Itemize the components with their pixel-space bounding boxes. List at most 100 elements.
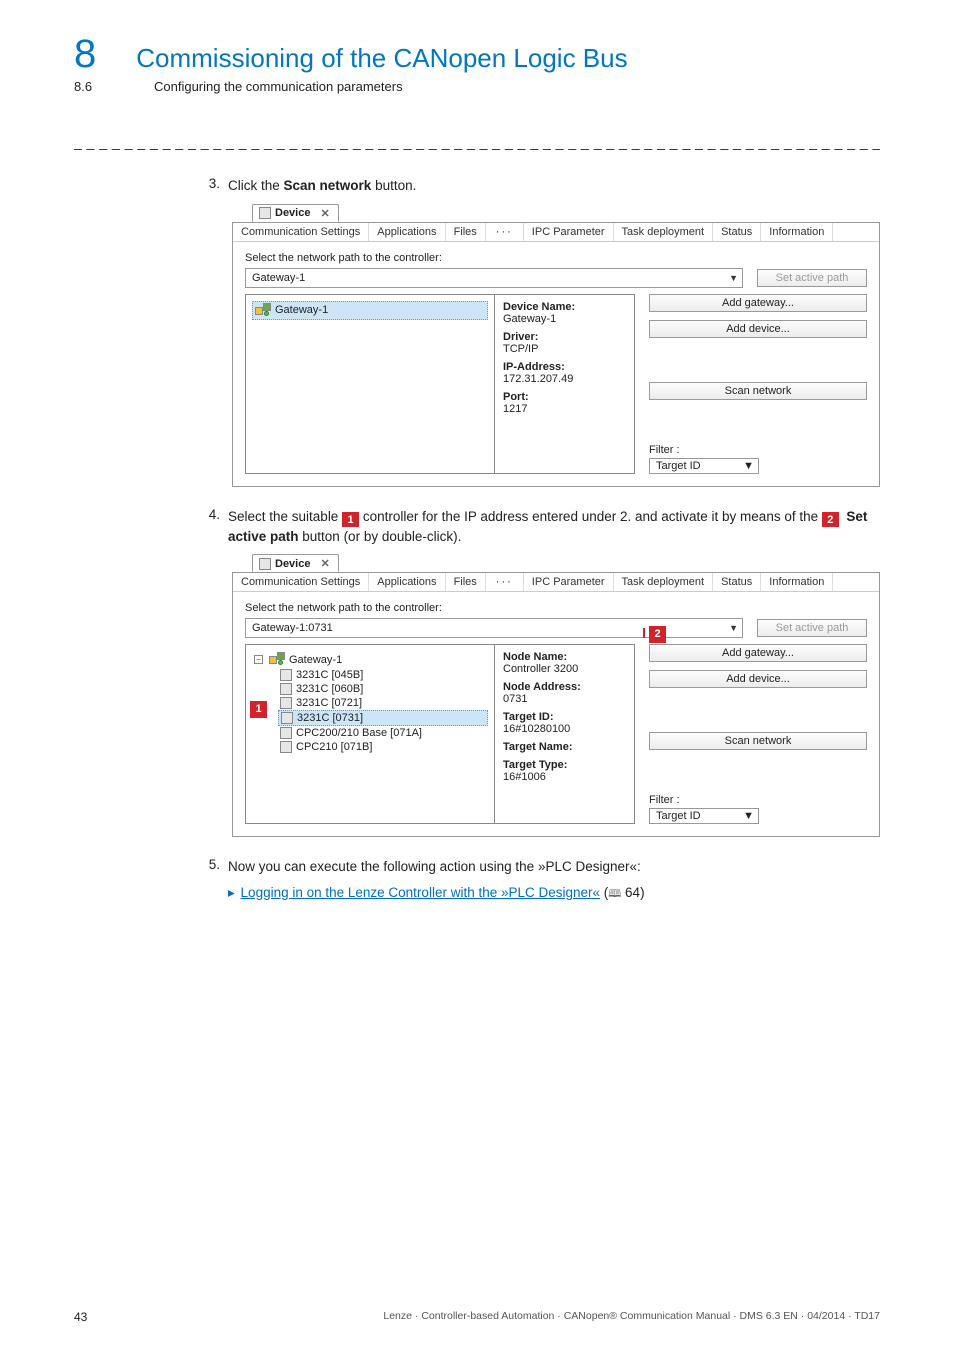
chapter-title: Commissioning of the CANopen Logic Bus	[136, 43, 627, 74]
detail-k: Target ID:	[503, 711, 626, 723]
divider-dashes: _ _ _ _ _ _ _ _ _ _ _ _ _ _ _ _ _ _ _ _ …	[74, 134, 880, 150]
step-4: 4. Select the suitable 1 controller for …	[204, 507, 880, 547]
book-icon: 🕮	[608, 888, 621, 900]
detail-v: TCP/IP	[503, 343, 626, 355]
set-active-path-button[interactable]: Set active path	[757, 269, 867, 287]
add-gateway-button[interactable]: Add gateway...	[649, 644, 867, 662]
window-tab-label: Device	[275, 207, 310, 219]
close-icon[interactable]: ✕	[320, 207, 329, 220]
tree-device[interactable]: CPC210 [071B]	[278, 740, 488, 754]
ribbon-tabs: Communication Settings Applications File…	[233, 223, 879, 242]
tab-ipc[interactable]: IPC Parameter	[524, 223, 614, 241]
link-ref-num: 64	[625, 885, 640, 900]
tab-info[interactable]: Information	[761, 573, 833, 591]
tree-device-label: CPC200/210 Base [071A]	[296, 727, 422, 739]
detail-v: 1217	[503, 403, 626, 415]
step-4-pre: Select the suitable	[228, 509, 342, 524]
window-tab[interactable]: Device ✕	[252, 204, 339, 222]
section-number: 8.6	[74, 79, 114, 94]
detail-v: 0731	[503, 693, 626, 705]
detail-v: Controller 3200	[503, 663, 626, 675]
detail-v: 16#1006	[503, 771, 626, 783]
detail-k: IP-Address:	[503, 361, 626, 373]
side-pane: Add gateway... Add device... Scan networ…	[635, 294, 867, 474]
step-3: 3. Click the Scan network button.	[204, 176, 880, 196]
tab-info[interactable]: Information	[761, 223, 833, 241]
detail-k: Target Type:	[503, 759, 626, 771]
gateway-combo[interactable]: Gateway-1:0731 ▼	[245, 618, 743, 638]
step-5-num: 5.	[204, 857, 220, 903]
filter-value: Target ID	[656, 810, 701, 822]
link-arrow-icon: ▸	[228, 885, 235, 900]
detail-k: Port:	[503, 391, 626, 403]
tree-device[interactable]: 3231C [060B]	[278, 682, 488, 696]
detail-k: Node Address:	[503, 681, 626, 693]
device-icon	[280, 697, 292, 709]
tree-gateway[interactable]: Gateway-1	[252, 301, 488, 320]
step-4-post: button (or by double-click).	[299, 529, 462, 544]
device-icon	[259, 207, 271, 219]
tree-device-label: 3231C [045B]	[296, 669, 363, 681]
step-4-num: 4.	[204, 507, 220, 547]
add-device-button[interactable]: Add device...	[649, 320, 867, 338]
chapter-number: 8	[74, 32, 96, 77]
scan-network-button[interactable]: Scan network	[649, 382, 867, 400]
gateway-combo[interactable]: Gateway-1 ▼	[245, 268, 743, 288]
tree-device[interactable]: 3231C [0721]	[278, 696, 488, 710]
scan-network-button[interactable]: Scan network	[649, 732, 867, 750]
tab-task[interactable]: Task deployment	[614, 573, 714, 591]
step-5-text: Now you can execute the following action…	[228, 857, 880, 877]
tab-status[interactable]: Status	[713, 223, 761, 241]
tree-gateway[interactable]: − Gateway-1	[252, 651, 488, 668]
tab-applications[interactable]: Applications	[369, 223, 445, 241]
add-device-button[interactable]: Add device...	[649, 670, 867, 688]
detail-pane: Device Name: Gateway-1 Driver: TCP/IP IP…	[495, 294, 635, 474]
chevron-down-icon: ▼	[729, 273, 738, 283]
step-4-mid: controller for the IP address entered un…	[359, 509, 822, 524]
chevron-down-icon: ▼	[743, 460, 754, 472]
filter-label: Filter :	[649, 794, 867, 806]
tree-device-label: 3231C [0721]	[296, 697, 362, 709]
detail-v: Gateway-1	[503, 313, 626, 325]
page-footer: 43 Lenze · Controller-based Automation ·…	[74, 1310, 880, 1324]
chevron-down-icon: ▼	[743, 810, 754, 822]
tab-files[interactable]: Files	[446, 223, 486, 241]
tree-device-label: 3231C [0731]	[297, 712, 363, 724]
tab-task[interactable]: Task deployment	[614, 223, 714, 241]
tree-pane[interactable]: − Gateway-1 3231C [045B] 3231C [060B] 32…	[245, 644, 495, 824]
tab-comm-settings[interactable]: Communication Settings	[233, 573, 369, 591]
chapter-header: 8 Commissioning of the CANopen Logic Bus	[74, 32, 880, 77]
tab-status[interactable]: Status	[713, 573, 761, 591]
tab-ipc[interactable]: IPC Parameter	[524, 573, 614, 591]
section-header: 8.6 Configuring the communication parame…	[74, 79, 880, 94]
link-ref: (🕮 64)	[604, 885, 645, 900]
window-tab-label: Device	[275, 558, 310, 570]
tree-gateway-label: Gateway-1	[275, 304, 328, 316]
tree-pane[interactable]: Gateway-1	[245, 294, 495, 474]
filter-combo[interactable]: Target ID ▼	[649, 808, 759, 824]
detail-k: Device Name:	[503, 301, 626, 313]
tab-files[interactable]: Files	[446, 573, 486, 591]
set-active-path-button[interactable]: Set active path	[757, 619, 867, 637]
filter-combo[interactable]: Target ID ▼	[649, 458, 759, 474]
window-tab[interactable]: Device ✕	[252, 554, 339, 572]
detail-k: Node Name:	[503, 651, 626, 663]
tab-comm-settings[interactable]: Communication Settings	[233, 223, 369, 241]
tab-applications[interactable]: Applications	[369, 573, 445, 591]
tab-overflow[interactable]: ···	[486, 223, 524, 241]
tab-overflow[interactable]: ···	[486, 573, 524, 591]
add-gateway-button[interactable]: Add gateway...	[649, 294, 867, 312]
nw-path-label: Select the network path to the controlle…	[245, 252, 867, 264]
tree-device-selected[interactable]: 3231C [0731]	[278, 710, 488, 726]
tree-device[interactable]: 3231C [045B]	[278, 668, 488, 682]
device-icon	[280, 741, 292, 753]
callout-2-line	[643, 628, 645, 638]
collapse-icon[interactable]: −	[254, 655, 263, 664]
device-icon	[259, 558, 271, 570]
tree-device[interactable]: CPC200/210 Base [071A]	[278, 726, 488, 740]
marker-1: 1	[342, 512, 359, 527]
chevron-down-icon: ▼	[729, 623, 738, 633]
link-logging-in[interactable]: Logging in on the Lenze Controller with …	[241, 885, 600, 900]
device-icon	[281, 712, 293, 724]
close-icon[interactable]: ✕	[320, 557, 329, 570]
